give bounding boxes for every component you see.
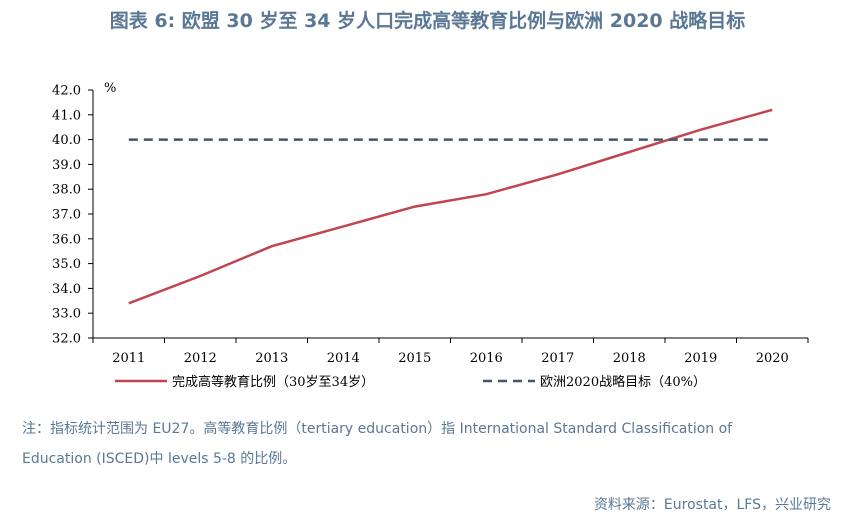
x-axis: 2011 2012 2013 2014 2015 2016 2017 2018 2019 2020: [92, 337, 809, 366]
y-tick-label: 32.0: [52, 332, 81, 347]
source-note: 资料来源：Eurostat，LFS，兴业研究: [593, 497, 831, 513]
y-tick-label: 38.0: [52, 183, 81, 198]
y-tick-label: 34.0: [52, 282, 81, 297]
y-tick-label: 40.0: [52, 133, 81, 148]
x-tick-label: 2012: [184, 351, 217, 366]
legend-label-2: 欧洲2020战略目标（40%）: [540, 374, 706, 390]
y-tick-label: 42.0: [52, 84, 81, 99]
legend-label-1: 完成高等教育比例（30岁至34岁）: [172, 374, 374, 390]
line-chart: 42.0 41.0 40.0 39.0 38.0 37.0 36.0 35.0 34.0 33.0…: [52, 81, 809, 390]
x-tick-label: 2020: [756, 351, 789, 366]
footnote-line-1: 注：指标统计范围为 EU27。高等教育比例（tertiary education…: [22, 421, 733, 437]
x-tick-label: 2016: [470, 351, 503, 366]
y-tick-label: 37.0: [52, 208, 81, 223]
y-axis-unit: %: [104, 81, 116, 96]
x-tick-label: 2019: [684, 351, 717, 366]
chart-title: 图表 6: 欧盟 30 岁至 34 岁人口完成高等教育比例与欧洲 2020 战略…: [109, 10, 746, 32]
footnote: 注：指标统计范围为 EU27。高等教育比例（tertiary education…: [22, 414, 822, 474]
legend: 完成高等教育比例（30岁至34岁） 欧洲2020战略目标（40%）: [115, 374, 706, 390]
x-tick-label: 2011: [112, 351, 145, 366]
series-line-1: [128, 108, 773, 305]
x-tick-label: 2014: [327, 351, 360, 366]
x-tick-label: 2015: [398, 351, 431, 366]
x-tick-label: 2013: [255, 351, 288, 366]
y-tick-label: 36.0: [52, 232, 81, 247]
y-tick-label: 35.0: [52, 257, 81, 272]
series-layer: [128, 108, 773, 305]
y-tick-label: 41.0: [52, 108, 81, 123]
x-tick-label: 2018: [613, 351, 646, 366]
y-tick-label: 39.0: [52, 158, 81, 173]
footnote-line-2: Education (ISCED)中 levels 5-8 的比例。: [22, 451, 297, 467]
y-tick-label: 33.0: [52, 307, 81, 322]
x-tick-label: 2017: [541, 351, 574, 366]
y-axis: 42.0 41.0 40.0 39.0 38.0 37.0 36.0 35.0 34.0 33.0…: [52, 84, 94, 347]
